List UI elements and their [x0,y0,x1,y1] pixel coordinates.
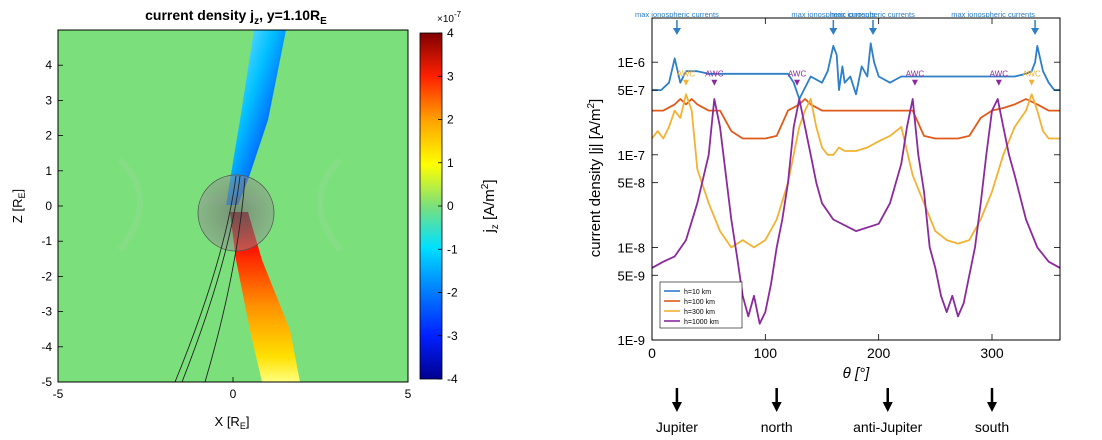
line-y-tick-label: 1E-8 [618,240,645,255]
annotation-max-arrow-head [869,28,877,35]
heatmap-y-tick-label: 3 [45,93,52,107]
line-x-axis-label: θ [°] [843,365,870,382]
annotation-max-arrow-head [672,28,681,35]
colorbar-tick-label: -2 [447,286,458,300]
annotation-awc-arrow [711,79,718,86]
legend-label: h=100 km [684,299,715,306]
annotation-awc-arrow [995,79,1002,86]
annotation-max-arrow-head [1031,28,1040,35]
heatmap-x-tick-label: 0 [230,387,237,401]
direction-label: south [975,419,1009,435]
direction-arrow-head [882,402,893,412]
heatmap-y-axis-label: Z [RE] [10,189,27,223]
moon-body [197,174,275,252]
annotation-awc-arrow [1028,79,1035,86]
line-chart-panel: 1E-65E-71E-75E-81E-85E-91E-9 0 100 200 300 … [586,10,1061,435]
colorbar-tick-label: 2 [447,113,454,127]
series-line-2 [652,98,1060,140]
line-y-ticks: 1E-6 5E-7 1E-7 5E-8 1E-8 5E-9 1E-9 [618,55,1060,348]
direction-label: Jupiter [656,419,698,435]
colorbar-ticks: 4 3 2 1 0 -1 -2 -3 -4 [438,26,458,386]
colorbar-exponent: ×10-7 [437,10,462,25]
line-y-tick-label: 5E-7 [618,83,645,98]
direction-label: north [761,419,793,435]
direction-arrow-head [987,402,997,412]
line-x-tick-label: 200 [867,345,891,361]
annotation-max-label: max ionospheric currents [831,10,915,19]
line-y-tick-label: 5E-8 [618,176,645,191]
series-line-4 [652,98,1060,325]
annotation-awc-label: AWC [906,70,925,79]
annotation-awc-label: AWC [705,70,724,79]
line-x-tick-label: 100 [754,345,778,361]
annotation-max-label: max ionospheric currents [791,10,875,19]
line-x-ticks: 0 100 200 300 [648,18,1004,361]
heatmap-y-tick-label: 1 [45,164,52,178]
heatmap-x-tick-label: 5 [405,387,412,401]
positive-current-lobe [230,212,300,382]
direction-arrow-head [771,402,782,412]
annotation-awc-arrow [911,79,918,86]
colorbar-label: jz [A/m2] [480,179,501,233]
direction-markers: Jupiter north anti-Jupiter south [656,388,1009,435]
legend: h=10 km h=100 km h=300 km h=1000 km [659,281,743,329]
heatmap-y-tick-label: -1 [41,234,52,248]
annotation-awc-label: AWC [788,70,807,79]
line-y-tick-label: 1E-9 [618,333,645,348]
colorbar-tick-label: 3 [447,69,454,83]
annotation-max-label: max ionospheric currents [951,10,1035,19]
colorbar-tick-label: -4 [447,372,458,386]
colorbar-tick-label: 1 [447,156,454,170]
heatmap-title: current density jz, y=1.10RE [145,7,327,27]
colorbar-tick-label: 4 [447,26,454,40]
annotation-awc-arrow [683,79,689,86]
line-y-tick-label: 1E-7 [618,148,645,163]
line-y-tick-label: 5E-9 [618,268,645,283]
heatmap-panel: current density jz, y=1.10RE 4 3 2 1 0 -1 -2 -3… [10,7,501,431]
negative-current-lobe [226,30,286,205]
heatmap-y-tick-label: -4 [41,340,52,354]
direction-label: anti-Jupiter [853,419,923,435]
heatmap-y-ticks: 4 3 2 1 0 -1 -2 -3 -4 -5 [41,58,63,389]
annotation-awc-label: AWC [1022,70,1041,79]
series-line-1 [652,42,1060,100]
direction-arrow-head [671,402,682,412]
line-chart-frame [651,17,1061,341]
colorbar-tick-label: 0 [447,199,454,213]
heatmap-x-tick-label: -5 [53,387,64,401]
colorbar-tick-label: -3 [447,329,458,343]
heatmap-y-tick-label: 0 [45,199,52,213]
legend-label: h=10 km [684,289,711,296]
annotation-awc-arrow [794,79,801,86]
heatmap-y-tick-label: 4 [45,58,52,72]
annotation-max-arrow-head [829,28,838,35]
heatmap-x-axis-label: X [RE] [215,414,250,431]
legend-label: h=1000 km [684,319,719,326]
heatmap-x-ticks: -5 0 5 [53,377,412,401]
heatmap-y-tick-label: -2 [41,269,52,283]
field-lines [174,175,246,382]
line-y-tick-label: 1E-6 [618,55,645,70]
annotations: max ionospheric currents max ionospheric … [635,10,1041,86]
annotation-awc-label: AWC [990,70,1009,79]
annotation-max-label: max ionospheric currents [635,10,719,19]
series-line-3 [652,93,1060,249]
colorbar-tick-label: -1 [447,242,458,256]
line-x-tick-label: 300 [980,345,1004,361]
line-x-tick-label: 0 [648,345,656,361]
series-lines [652,42,1060,325]
heatmap-y-tick-label: -3 [41,305,52,319]
heatmap-y-tick-label: 2 [45,129,52,143]
annotation-awc-label: AWC [677,70,696,79]
heatmap-y-tick-label: -5 [41,375,52,389]
line-y-axis-label: current density |j| [A/m2] [586,99,604,257]
legend-label: h=300 km [684,309,715,316]
